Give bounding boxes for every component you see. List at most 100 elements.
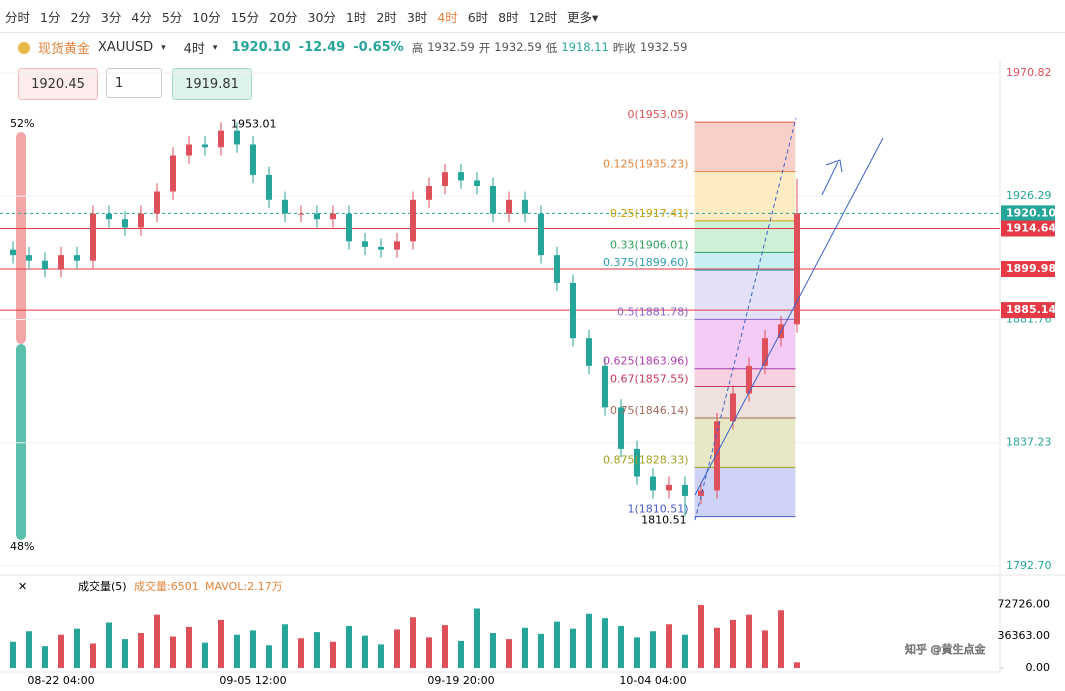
close-icon[interactable]: ✕	[18, 580, 27, 593]
candle-body	[170, 155, 176, 192]
qty-input[interactable]: 1	[106, 68, 162, 98]
buy-button[interactable]: 1919.81	[172, 68, 252, 100]
volume-current: 成交量:6501	[134, 579, 199, 593]
symbol[interactable]: 现货黄金	[38, 42, 91, 57]
volume-bar	[394, 629, 400, 668]
volume-bar	[74, 628, 80, 668]
x-tick-label: 09-19 20:00	[427, 674, 494, 687]
interval[interactable]: 1分	[40, 9, 61, 25]
fib-label: 0(1953.05)	[628, 108, 689, 121]
x-tick-label: 09-05 12:00	[219, 674, 286, 687]
volume-bar	[602, 618, 608, 668]
fib-label: 1(1810.51)	[628, 503, 689, 516]
candle-body	[538, 213, 544, 256]
candle-body	[714, 421, 720, 491]
volume-tick-label: 36363.00	[998, 629, 1051, 642]
interval[interactable]: 4时	[437, 9, 458, 25]
candle-body	[458, 172, 464, 181]
interval[interactable]: 1时	[345, 9, 367, 25]
y-tick-label: 1837.23	[1006, 436, 1052, 449]
volume-bar	[730, 619, 736, 668]
volume-bar	[202, 642, 208, 668]
fib-band	[694, 220, 796, 253]
interval[interactable]: 3分	[100, 9, 122, 25]
volume-bar	[106, 622, 112, 668]
trend-line	[694, 137, 884, 496]
interval[interactable]: 5分	[161, 9, 183, 25]
candle-body	[570, 282, 576, 339]
stat-label: 高	[411, 40, 424, 55]
fib-band	[694, 418, 796, 468]
interval[interactable]: 4时	[183, 42, 205, 57]
volume-bar	[426, 637, 432, 668]
volume-bar	[442, 625, 448, 668]
fib-band	[694, 270, 796, 320]
candle-body	[250, 144, 256, 175]
price-tag	[1001, 205, 1055, 222]
volume-bar	[538, 633, 544, 668]
candle-body	[266, 174, 272, 200]
volume-bar	[346, 626, 352, 668]
candle-body	[698, 490, 704, 496]
stat-label: 昨收	[612, 40, 636, 55]
fib-label: 0.125(1935.23)	[603, 158, 689, 171]
stats: 高 1932.59 开 1932.59 低 1918.11 昨收 1932.59	[412, 40, 688, 56]
interval[interactable]: 更多▾	[567, 9, 599, 25]
candle-body	[106, 213, 112, 220]
volume-bar	[506, 639, 512, 668]
volume-bar	[746, 614, 752, 668]
volume-bar	[26, 631, 32, 668]
candle-body	[682, 484, 688, 496]
volume-bar	[714, 627, 720, 668]
interval[interactable]: 3时	[406, 9, 428, 25]
volume-bar	[282, 624, 288, 668]
volume-legend: 成交量(5)	[78, 579, 127, 593]
interval[interactable]: 12时	[528, 9, 558, 25]
interval[interactable]: 分时	[5, 9, 31, 25]
candle-body	[554, 255, 560, 283]
price-tag-label: 1914.64	[1006, 221, 1056, 234]
interval[interactable]: 8时	[498, 9, 519, 25]
volume-bar	[698, 605, 704, 668]
candle-body	[394, 241, 400, 250]
candle-body	[666, 484, 672, 491]
candle-body	[762, 338, 768, 366]
interval[interactable]: 15分	[230, 9, 260, 25]
price-tag-label: 1920.10	[1006, 206, 1056, 219]
candle-body	[378, 246, 384, 250]
candle-body	[778, 324, 784, 339]
volume-bar	[682, 634, 688, 668]
volume-bar	[250, 630, 256, 668]
candle-body	[474, 180, 480, 186]
price-tag	[1001, 220, 1055, 237]
volume-bar	[170, 636, 176, 668]
fib-band	[694, 122, 796, 172]
candle-body	[618, 407, 624, 449]
volume-bar	[650, 631, 656, 668]
stat-value: 1932.59	[639, 39, 688, 54]
volume-bar	[410, 617, 416, 668]
candle-body	[58, 255, 64, 269]
candle-body	[346, 213, 352, 242]
fib-label: 0.75(1846.14)	[610, 404, 689, 417]
symbol-icon	[18, 41, 30, 54]
header: 现货黄金 XAUUSD ▾ 4时 ▾ 1920.10 -12.49 -0.65% 高…	[18, 38, 687, 57]
price-tag	[1001, 261, 1055, 278]
code[interactable]: XAUUSD	[98, 40, 154, 55]
x-tick-label: 08-22 04:00	[27, 674, 94, 687]
volume-bar	[522, 627, 528, 668]
interval[interactable]: 2分	[70, 9, 91, 25]
interval[interactable]: 20分	[269, 9, 298, 25]
interval[interactable]: 4分	[131, 9, 152, 25]
interval[interactable]: 10分	[192, 9, 221, 25]
high-annotation: 1953.01	[231, 117, 277, 130]
fib-band	[694, 467, 796, 517]
interval[interactable]: 30分	[307, 9, 336, 25]
interval[interactable]: 6时	[467, 9, 489, 25]
candle-body	[314, 213, 320, 220]
interval[interactable]: 2时	[376, 9, 397, 25]
fib-band	[694, 171, 796, 221]
fib-label: 0.25(1917.41)	[610, 207, 689, 220]
ratio-bottom	[16, 344, 26, 540]
sell-button[interactable]: 1920.45	[18, 68, 98, 100]
